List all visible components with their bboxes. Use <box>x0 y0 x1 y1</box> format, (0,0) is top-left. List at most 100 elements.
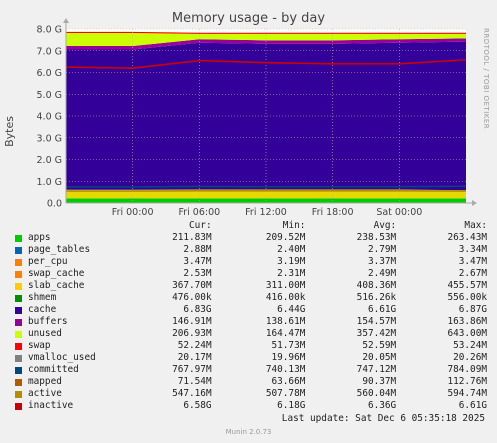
y-tick-label: 5.0 G <box>37 90 63 101</box>
legend-cur: 476.00k <box>172 292 212 303</box>
legend-row-committed: committed 767.97M 740.13M 747.12M 784.09M <box>12 364 487 376</box>
legend-swatch <box>15 354 22 362</box>
y-tick-label: 3.0 G <box>37 133 63 144</box>
x-tick-label: Sat 00:00 <box>376 207 422 215</box>
legend-header-min: Min: <box>282 220 306 231</box>
legend-max: 6.87G <box>458 304 487 315</box>
legend-cur: 547.16M <box>172 388 212 399</box>
legend-cur: 2.88M <box>183 244 212 255</box>
legend-swatch <box>15 390 22 398</box>
legend-cur: 3.47M <box>183 256 212 267</box>
legend-min: 3.19M <box>277 256 306 267</box>
legend-header-avg: Avg: <box>373 220 397 231</box>
legend-swatch <box>15 318 22 326</box>
legend-row-page-tables: page_tables 2.88M 2.40M 2.79M 3.34M <box>12 244 487 256</box>
legend-row-buffers: buffers 146.91M 138.61M 154.57M 163.86M <box>12 316 487 328</box>
legend-cur: 20.17M <box>177 352 212 363</box>
y-axis-arrow <box>63 18 69 23</box>
legend-max: 263.43M <box>447 232 487 243</box>
legend-swatch <box>15 270 22 278</box>
legend-swatch <box>15 402 22 410</box>
legend-row-unused: unused 206.93M 164.47M 357.42M 643.00M <box>12 328 487 340</box>
legend-row-inactive: inactive 6.58G 6.18G 6.36G 6.61G <box>12 400 487 412</box>
legend-header-cur: Cur: <box>189 220 212 231</box>
area-cache <box>66 41 466 191</box>
legend-cur: 2.53M <box>183 268 212 279</box>
legend-min: 2.40M <box>277 244 306 255</box>
legend-avg: 2.79M <box>367 244 397 255</box>
legend-min: 6.44G <box>277 304 306 315</box>
munin-version: Munin 2.0.73 <box>225 428 272 436</box>
legend-header-max: Max: <box>464 220 487 231</box>
legend-row-swap-cache: swap_cache 2.53M 2.31M 2.49M 2.67M <box>12 268 487 280</box>
legend-max: 163.86M <box>447 316 487 327</box>
y-tick-label: 0.0 <box>47 199 62 210</box>
y-tick-label: 2.0 G <box>37 155 63 166</box>
legend-swatch <box>15 342 22 350</box>
y-tick-label: 1.0 G <box>37 177 63 188</box>
legend-min: 51.73M <box>271 340 306 351</box>
x-tick-label: Fri 00:00 <box>112 207 154 215</box>
legend-series-name: buffers <box>28 316 68 327</box>
legend-series-name: vmalloc_used <box>28 352 96 363</box>
legend-min: 311.00M <box>265 280 306 291</box>
legend-cur: 767.97M <box>172 364 212 375</box>
legend-avg: 560.04M <box>356 388 397 399</box>
legend-cur: 6.58G <box>183 400 212 411</box>
chart-title: Memory usage - by day <box>171 11 326 26</box>
legend-swatch <box>15 258 22 266</box>
legend-cur: 146.91M <box>172 316 212 327</box>
legend-row-swap: swap 52.24M 51.73M 52.59M 53.24M <box>12 340 487 352</box>
legend-min: 138.61M <box>265 316 306 327</box>
legend-swatch <box>15 330 22 338</box>
legend-min: 2.31M <box>277 268 306 279</box>
legend-max: 643.00M <box>447 328 487 339</box>
legend-avg: 516.26k <box>356 292 397 303</box>
legend-row-cache: cache 6.83G 6.44G 6.61G 6.87G <box>12 304 487 316</box>
legend-min: 507.78M <box>265 388 306 399</box>
legend-min: 164.47M <box>265 328 306 339</box>
legend-series-name: apps <box>28 232 51 243</box>
area-unused <box>66 32 466 46</box>
area-slab-cache <box>66 189 466 199</box>
legend-min: 19.96M <box>271 352 306 363</box>
line-inactive <box>65 59 467 69</box>
legend-row-apps: apps 211.83M 209.52M 238.53M 263.43M <box>12 232 487 244</box>
legend-cur: 6.83G <box>183 304 212 315</box>
legend-max: 784.09M <box>447 364 487 375</box>
legend-max: 112.76M <box>447 376 487 387</box>
legend-series-name: swap_cache <box>28 268 85 279</box>
legend-min: 209.52M <box>265 232 306 243</box>
legend-swatch <box>15 378 22 386</box>
legend-row-shmem: shmem 476.00k 416.00k 516.26k 556.00k <box>12 292 487 304</box>
legend-avg: 747.12M <box>356 364 397 375</box>
legend-avg: 238.53M <box>356 232 397 243</box>
legend-max: 3.34M <box>458 244 487 255</box>
legend-series-name: per_cpu <box>28 256 68 267</box>
legend-swatch <box>15 234 22 242</box>
legend-series-name: page_tables <box>28 244 91 255</box>
legend-max: 2.67M <box>458 268 487 279</box>
legend-avg: 90.37M <box>362 376 397 387</box>
legend-max: 455.57M <box>447 280 487 291</box>
legend-swatch <box>15 246 22 254</box>
legend-max: 20.26M <box>453 352 487 363</box>
rrdtool-credit: RRDTOOL / TOBI OETIKER <box>482 28 490 130</box>
legend-series-name: unused <box>28 328 62 339</box>
y-tick-label: 6.0 G <box>37 68 63 79</box>
legend-min: 63.66M <box>271 376 306 387</box>
legend-swatch <box>15 282 22 290</box>
legend-avg: 20.05M <box>362 352 397 363</box>
legend-avg: 408.36M <box>356 280 397 291</box>
legend-max: 53.24M <box>453 340 487 351</box>
legend-max: 6.61G <box>458 400 487 411</box>
legend-avg: 52.59M <box>362 340 397 351</box>
legend-series-name: slab_cache <box>28 280 85 291</box>
legend-series-name: inactive <box>28 400 74 411</box>
plot-area: 0.0 1.0 G 2.0 G 3.0 G 4.0 G 5.0 G 6.0 G 7.0 G 8.… <box>37 18 477 215</box>
legend-min: 6.18G <box>277 400 306 411</box>
x-tick-label: Fri 12:00 <box>245 207 287 215</box>
legend-max: 556.00k <box>447 292 487 303</box>
legend-max: 3.47M <box>458 256 487 267</box>
